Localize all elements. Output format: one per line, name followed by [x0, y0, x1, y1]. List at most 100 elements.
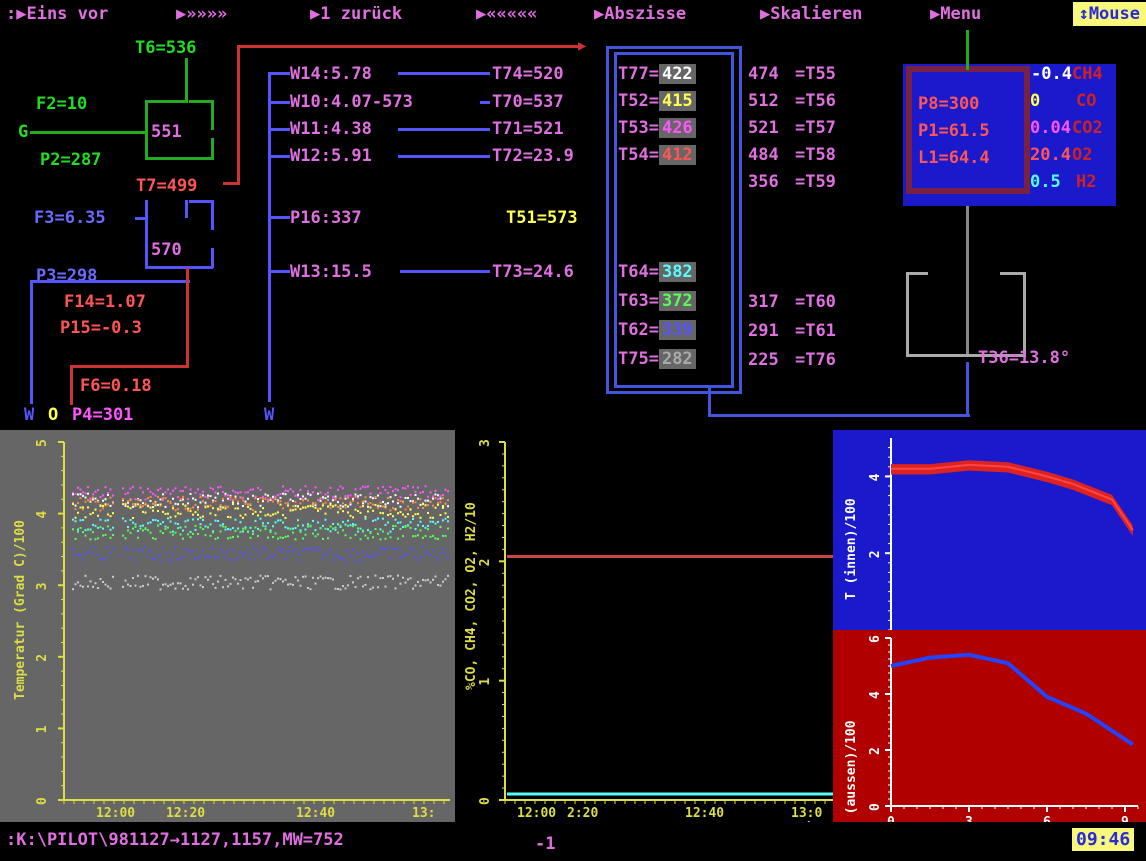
- scatter-point: [109, 536, 112, 539]
- scatter-point: [284, 557, 287, 560]
- scatter-point: [327, 577, 329, 580]
- scatter-point: [272, 500, 274, 503]
- gas-chart[interactable]: 3 2 1 0 %CO, CH4, CO2, O2, H2/10 12:00 2:20 12:…: [455, 430, 833, 836]
- scatter-point: [184, 525, 187, 528]
- scatter-point: [439, 525, 442, 528]
- scatter-point: [317, 521, 319, 524]
- label-p16: P16:337: [290, 208, 362, 228]
- inner-temp-chart[interactable]: 4 2 T (innen)/100: [833, 430, 1146, 631]
- menu-item-abszisse[interactable]: ▶Abszisse: [594, 4, 687, 24]
- menu-item-ein-zurueck[interactable]: ▶1 zurück: [310, 4, 403, 24]
- scatter-point: [307, 505, 309, 508]
- scatter-point: [122, 517, 124, 520]
- scatter-point: [309, 524, 312, 527]
- scatter-point: [352, 581, 354, 584]
- scatter-point: [152, 506, 154, 509]
- scatter-point: [357, 527, 359, 530]
- scatter-point: [107, 546, 109, 549]
- mouse-mode-button[interactable]: ↕Mouse: [1072, 2, 1146, 26]
- menu-item-skalieren[interactable]: ▶Skalieren: [760, 4, 863, 24]
- scatter-point: [322, 496, 324, 499]
- scatter-point: [217, 507, 219, 510]
- scatter-point: [104, 557, 107, 560]
- menu-item-forward-fast[interactable]: ▶»»»»: [176, 4, 228, 24]
- scatter-point: [179, 533, 182, 536]
- scatter-point: [227, 537, 229, 540]
- scatter-point: [189, 510, 192, 513]
- scatter-point: [187, 588, 189, 591]
- menu-item-back-fast[interactable]: ▶«««««: [476, 4, 538, 24]
- scatter-point: [217, 556, 219, 559]
- scatter-point: [132, 505, 134, 508]
- scatter-point: [277, 511, 279, 514]
- scatter-point: [277, 494, 279, 497]
- scatter-point: [249, 503, 252, 506]
- scatter-point: [232, 536, 234, 539]
- scatter-point: [109, 528, 112, 531]
- scatter-point: [72, 588, 74, 591]
- scatter-point: [239, 514, 242, 517]
- scatter-point: [367, 537, 369, 540]
- scatter-point: [127, 501, 129, 504]
- scatter-point: [219, 530, 222, 533]
- x-tick-label: 13:: [412, 806, 435, 821]
- scatter-point: [407, 496, 409, 499]
- scatter-point: [439, 501, 442, 504]
- scatter-point: [227, 528, 229, 531]
- scatter-point: [417, 512, 419, 515]
- x-tick-label: 12:00: [96, 806, 135, 821]
- scatter-point: [269, 531, 272, 534]
- menu-item-menu[interactable]: ▶Menu: [930, 4, 982, 24]
- scatter-point: [364, 583, 367, 586]
- block-570: 570: [151, 240, 182, 260]
- scatter-point: [224, 578, 227, 581]
- scatter-point: [89, 497, 92, 500]
- scatter-point: [392, 524, 394, 527]
- scatter-point: [72, 518, 74, 521]
- scatter-point: [269, 588, 272, 591]
- scatter-point: [377, 532, 379, 535]
- scatter-point: [327, 495, 329, 498]
- scatter-point: [162, 498, 164, 501]
- scatter-series: [72, 517, 449, 533]
- scatter-point: [84, 574, 87, 577]
- scatter-point: [129, 487, 132, 490]
- scatter-point: [337, 523, 339, 526]
- scatter-point: [247, 530, 249, 533]
- scatter-point: [317, 507, 319, 510]
- scatter-point: [242, 553, 244, 556]
- scatter-point: [247, 578, 249, 581]
- scatter-point: [217, 492, 219, 495]
- scatter-point: [439, 584, 442, 587]
- scatter-point: [397, 489, 399, 492]
- scatter-point: [139, 506, 142, 509]
- scatter-point: [377, 504, 379, 507]
- scatter-point: [244, 526, 247, 529]
- scatter-point: [272, 555, 274, 558]
- scatter-point: [304, 575, 307, 578]
- scatter-point: [267, 513, 269, 516]
- temperature-chart[interactable]: 5 4 3 2 1 0 12:00 12:20 12:40 13: Temperatur (Grad…: [0, 430, 455, 822]
- scatter-point: [112, 548, 114, 551]
- scatter-point: [287, 490, 289, 493]
- menu-item-eins-vor[interactable]: :▶Eins vor: [6, 4, 109, 24]
- scatter-point: [207, 494, 209, 497]
- scatter-point: [247, 503, 249, 506]
- scatter-point: [322, 502, 324, 505]
- scatter-point: [324, 518, 327, 521]
- scatter-point: [337, 501, 339, 504]
- scatter-point: [362, 485, 364, 488]
- scatter-point: [187, 507, 189, 510]
- scatter-point: [82, 506, 84, 509]
- scatter-point: [79, 584, 82, 587]
- scatter-point: [427, 511, 429, 514]
- scatter-point: [284, 526, 287, 529]
- scatter-point: [274, 521, 277, 524]
- scatter-point: [202, 494, 204, 497]
- scatter-point: [159, 504, 162, 507]
- scatter-point: [264, 548, 267, 551]
- scatter-point: [109, 488, 112, 491]
- scatter-point: [127, 491, 129, 494]
- scatter-point: [192, 497, 194, 500]
- scatter-point: [327, 491, 329, 494]
